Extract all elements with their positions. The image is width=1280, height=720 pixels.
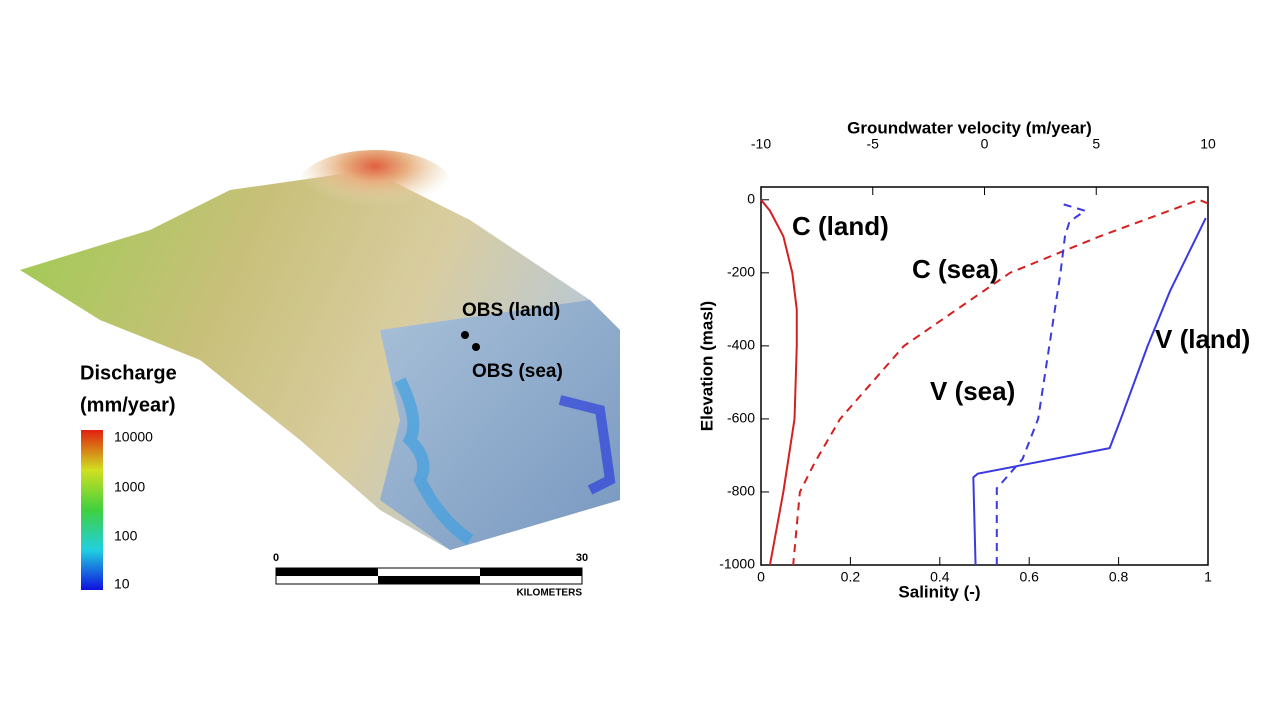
y-axis-label: Elevation (masl) xyxy=(697,301,716,431)
scale-bar xyxy=(275,567,583,585)
profile-line xyxy=(972,217,1207,566)
y-tick-label: -1000 xyxy=(719,556,755,572)
legend-title: Discharge xyxy=(80,362,177,384)
x-tick-label: 0.4 xyxy=(930,569,950,585)
scale-unit: KILOMETERS xyxy=(516,588,582,599)
legend-label: 1000 xyxy=(114,479,145,495)
x2-axis-label: Groundwater velocity (m/year) xyxy=(847,118,1092,137)
x-tick-label: 1 xyxy=(1204,569,1212,585)
scale-label: 0 xyxy=(273,552,279,564)
y-tick-label: -400 xyxy=(727,337,755,353)
point-label: OBS (land) xyxy=(462,300,560,321)
y-tick-label: -200 xyxy=(727,264,755,280)
series-label: C (sea) xyxy=(912,254,999,284)
legend-label: 10000 xyxy=(114,429,153,445)
x2-tick-label: 10 xyxy=(1200,136,1216,152)
x2-tick-label: 0 xyxy=(981,136,989,152)
profile-line xyxy=(760,199,798,566)
series-label: V (land) xyxy=(1155,324,1250,354)
x-tick-label: 0 xyxy=(757,569,765,585)
x2-tick-label: -10 xyxy=(751,136,771,152)
scale-label: 30 xyxy=(576,552,588,564)
y-tick-label: -800 xyxy=(727,483,755,499)
y-tick-label: -600 xyxy=(727,410,755,426)
x2-tick-label: 5 xyxy=(1092,136,1100,152)
x-tick-label: 0.2 xyxy=(841,569,861,585)
x2-tick-label: -5 xyxy=(867,136,880,152)
profile-line xyxy=(995,202,1088,565)
legend-title: (mm/year) xyxy=(80,394,176,416)
terrain-map xyxy=(20,150,620,550)
series-label: V (sea) xyxy=(930,376,1015,406)
x-tick-label: 0.8 xyxy=(1109,569,1129,585)
series-label: C (land) xyxy=(792,211,889,241)
point-label: OBS (sea) xyxy=(472,361,563,382)
profile-chart: 0 0.2 0.4 0.6 0.8 1 -10 -5 0 5 10 0 -200 -400 -600 -800… xyxy=(697,118,1250,601)
colorbar xyxy=(81,430,103,590)
legend-label: 10 xyxy=(114,576,130,592)
x-tick-label: 0.6 xyxy=(1019,569,1039,585)
profile-line xyxy=(792,198,1209,566)
y-tick-label: 0 xyxy=(747,190,755,206)
legend-label: 100 xyxy=(114,528,138,544)
x-axis-label: Salinity (-) xyxy=(898,582,980,601)
